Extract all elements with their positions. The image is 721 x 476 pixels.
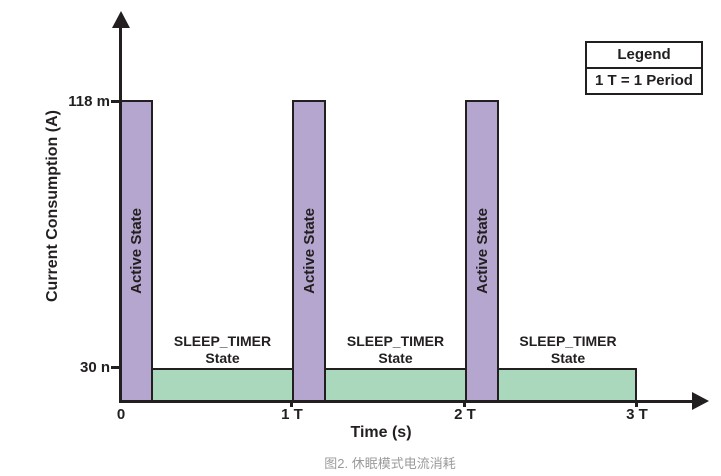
sleep-timer-label-line1: SLEEP_TIMER <box>173 333 272 349</box>
y-axis-arrowhead-icon <box>112 11 130 28</box>
y-tick-30n <box>111 366 120 369</box>
x-tick-2t <box>463 401 466 407</box>
active-state-label: Active State <box>300 208 318 294</box>
sleep-timer-label-2: SLEEP_TIMER State <box>326 333 465 367</box>
x-tick-label-1t: 1 T <box>281 406 303 423</box>
x-tick-3t <box>635 401 638 407</box>
x-tick-label-2t: 2 T <box>454 406 476 423</box>
active-state-label: Active State <box>127 208 145 294</box>
y-axis-title: Current Consumption (A) <box>44 110 61 302</box>
sleep-timer-bar-1 <box>151 368 294 402</box>
sleep-timer-bar-2 <box>324 368 467 402</box>
x-axis-arrowhead-icon <box>692 392 709 410</box>
x-tick-label-3t: 3 T <box>626 406 648 423</box>
x-axis-title: Time (s) <box>350 424 412 441</box>
legend-box: Legend 1 T = 1 Period <box>585 41 703 95</box>
figure-caption: 图2. 休眠模式电流消耗 <box>324 456 456 471</box>
sleep-timer-label-line2: State <box>550 350 586 366</box>
active-state-bar-2: Active State <box>292 100 326 402</box>
x-axis <box>119 400 694 403</box>
y-tick-118m <box>111 100 120 103</box>
x-tick-label-0: 0 <box>116 406 126 423</box>
sleep-timer-label-line2: State <box>205 350 240 366</box>
y-tick-label-30n: 30 n <box>79 359 110 376</box>
active-state-label: Active State <box>473 208 491 294</box>
y-axis <box>119 26 122 403</box>
legend-entry: 1 T = 1 Period <box>587 67 701 93</box>
sleep-timer-label-line1: SLEEP_TIMER <box>519 333 617 349</box>
sleep-timer-bar-3 <box>497 368 637 402</box>
sleep-timer-label-line2: State <box>378 350 413 366</box>
x-tick-1t <box>290 401 293 407</box>
sleep-timer-label-3: SLEEP_TIMER State <box>499 333 637 367</box>
y-tick-label-118m: 118 m <box>68 93 110 110</box>
sleep-timer-label-1: SLEEP_TIMER State <box>153 333 292 367</box>
active-state-bar-3: Active State <box>465 100 499 402</box>
legend-title: Legend <box>617 46 671 63</box>
sleep-timer-label-line1: SLEEP_TIMER <box>346 333 445 349</box>
active-state-bar-1: Active State <box>119 100 153 402</box>
